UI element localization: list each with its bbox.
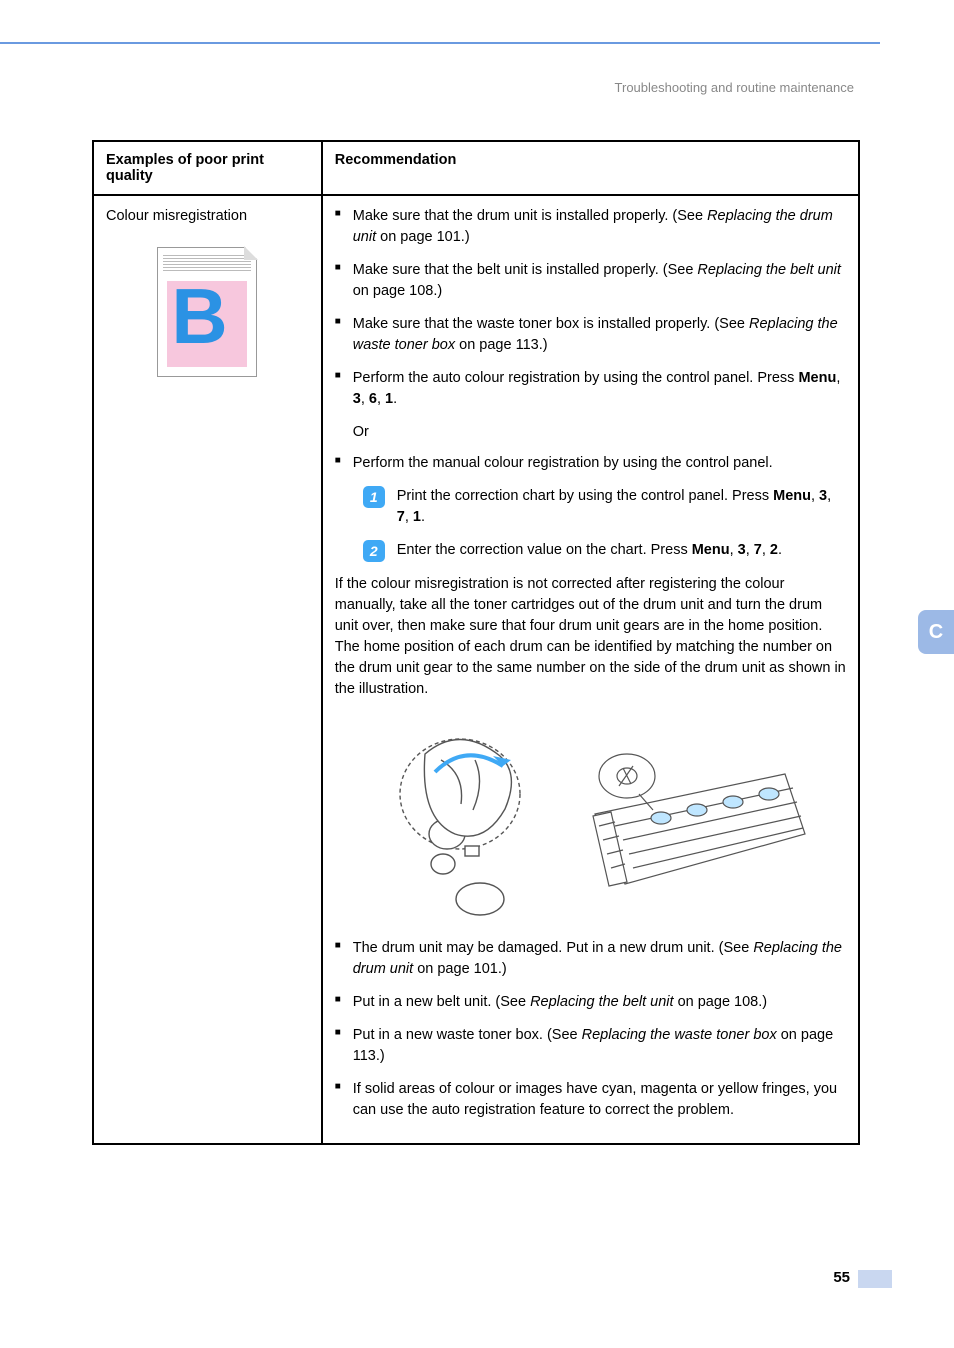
list-item: Make sure that the belt unit is installe… bbox=[335, 260, 846, 302]
column-header-examples: Examples of poor print quality bbox=[93, 141, 322, 195]
step-badge-1: 1 bbox=[363, 486, 385, 508]
list-item: If solid areas of colour or images have … bbox=[335, 1079, 846, 1121]
step-1: 1 Print the correction chart by using th… bbox=[363, 486, 846, 528]
drum-illustration bbox=[365, 714, 815, 924]
correction-paragraph: If the colour misregistration is not cor… bbox=[335, 574, 846, 700]
figure-letter-b: B bbox=[171, 277, 227, 355]
step-2: 2 Enter the correction value on the char… bbox=[363, 540, 846, 562]
list-item: Make sure that the waste toner box is in… bbox=[335, 314, 846, 356]
column-header-recommendation: Recommendation bbox=[322, 141, 859, 195]
header-rule bbox=[0, 42, 880, 44]
example-label: Colour misregistration bbox=[106, 206, 309, 227]
section-heading: Troubleshooting and routine maintenance bbox=[615, 80, 854, 95]
list-item: Perform the manual colour registration b… bbox=[335, 453, 846, 474]
page-number-bar bbox=[858, 1270, 892, 1288]
list-item: Make sure that the drum unit is installe… bbox=[335, 206, 846, 248]
or-text: Or bbox=[353, 422, 846, 443]
list-item: The drum unit may be damaged. Put in a n… bbox=[335, 938, 846, 980]
page-number: 55 bbox=[833, 1269, 850, 1286]
example-figure: B bbox=[157, 247, 257, 377]
step-badge-2: 2 bbox=[363, 540, 385, 562]
table-row: Colour misregistration B Make sure that … bbox=[93, 195, 859, 1144]
list-item: Put in a new waste toner box. (See Repla… bbox=[335, 1025, 846, 1067]
list-item: Put in a new belt unit. (See Replacing t… bbox=[335, 992, 846, 1013]
section-tab-c: C bbox=[918, 610, 954, 654]
recommendation-list: Make sure that the drum unit is installe… bbox=[335, 206, 846, 410]
list-item: Perform the auto colour registration by … bbox=[335, 368, 846, 410]
quality-table: Examples of poor print quality Recommend… bbox=[92, 140, 860, 1145]
